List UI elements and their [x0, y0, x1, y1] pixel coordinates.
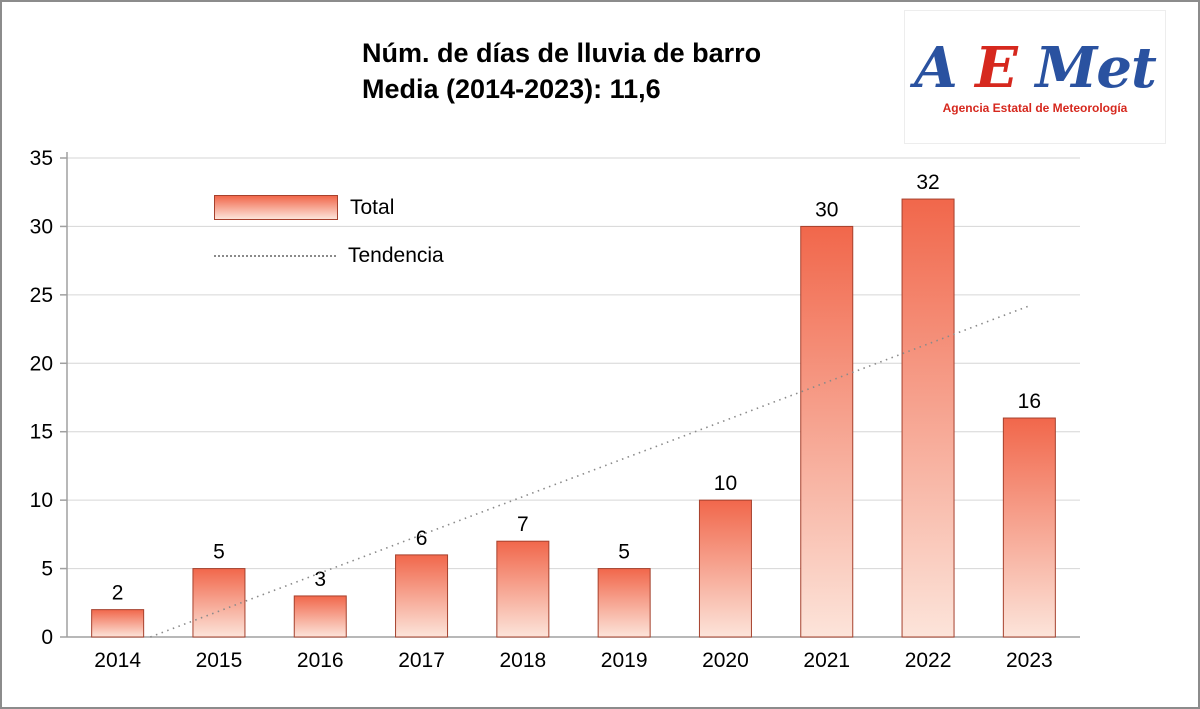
- x-tick-label: 2017: [398, 649, 445, 672]
- bar-2017: [395, 554, 449, 638]
- y-tick-label: 15: [30, 421, 53, 444]
- bar-2021: [800, 225, 854, 638]
- chart-title: Núm. de días de lluvia de barro: [362, 38, 762, 68]
- y-tick-label: 5: [41, 558, 53, 581]
- bar-2016: [293, 595, 347, 638]
- legend: Total Tendencia: [214, 195, 444, 268]
- bar-value-label: 6: [416, 527, 428, 550]
- total-series-swatch-icon: [214, 195, 338, 220]
- legend-item-total: Total: [214, 195, 444, 220]
- y-tick-label: 20: [30, 352, 53, 375]
- bar-value-label: 30: [815, 198, 838, 221]
- x-tick-label: 2021: [803, 649, 850, 672]
- aemet-logo-word: A E Met: [914, 40, 1157, 96]
- x-tick-label: 2018: [499, 649, 546, 672]
- bar-2018: [496, 540, 550, 638]
- bar-2019: [597, 568, 651, 638]
- y-tick-label: 35: [30, 147, 53, 170]
- bar-value-label: 32: [916, 171, 939, 194]
- bar-value-label: 7: [517, 513, 529, 536]
- trend-line-swatch-icon: [214, 255, 336, 257]
- bar-value-label: 16: [1018, 390, 1041, 413]
- x-tick-label: 2014: [94, 649, 141, 672]
- bar-2014: [91, 609, 145, 638]
- logo-letter-met: Met: [1035, 34, 1156, 101]
- aemet-logo: A E Met Agencia Estatal de Meteorología: [904, 10, 1166, 144]
- y-tick-label: 25: [30, 284, 53, 307]
- legend-label-total: Total: [350, 195, 395, 219]
- chart-title-block: Núm. de días de lluvia de barro Media (2…: [362, 36, 761, 107]
- trend-line: [150, 305, 1030, 638]
- y-tick-label: 30: [30, 215, 53, 238]
- x-tick-label: 2022: [905, 649, 952, 672]
- bar-value-label: 5: [618, 541, 630, 564]
- x-tick-label: 2016: [297, 649, 344, 672]
- bar-value-label: 10: [714, 472, 737, 495]
- bar-value-label: 2: [112, 582, 124, 605]
- logo-letter-a: A: [914, 34, 957, 101]
- bar-value-label: 3: [314, 568, 326, 591]
- bar-value-label: 5: [213, 541, 225, 564]
- x-tick-label: 2019: [601, 649, 648, 672]
- x-tick-label: 2023: [1006, 649, 1053, 672]
- bar-2020: [698, 499, 752, 638]
- bar-2015: [192, 568, 246, 638]
- bar-2022: [901, 198, 955, 638]
- chart-subtitle: Media (2014-2023): 11,6: [362, 73, 661, 104]
- aemet-logo-subtitle: Agencia Estatal de Meteorología: [942, 100, 1128, 115]
- legend-item-trend: Tendencia: [214, 244, 444, 268]
- legend-label-trend: Tendencia: [348, 244, 444, 267]
- x-tick-label: 2020: [702, 649, 749, 672]
- logo-letter-e: E: [975, 34, 1018, 101]
- y-tick-label: 0: [41, 626, 53, 649]
- bar-2023: [1002, 417, 1056, 638]
- x-tick-label: 2015: [196, 649, 243, 672]
- y-tick-label: 10: [30, 489, 53, 512]
